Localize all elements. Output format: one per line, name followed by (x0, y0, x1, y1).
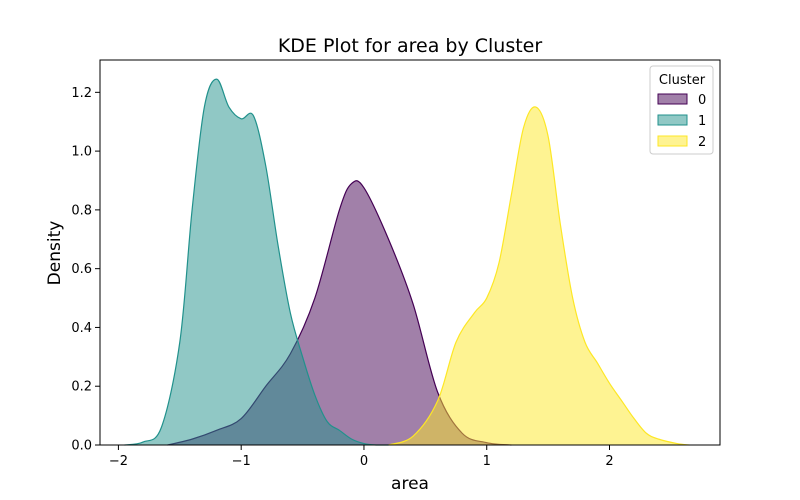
y-tick-label: 0.6 (71, 262, 92, 277)
x-tick-label: 0 (360, 454, 368, 469)
kde-area-cluster-2 (388, 106, 690, 445)
legend-label-cluster-1: 1 (698, 114, 706, 129)
legend-items: 0 1 2 (657, 93, 706, 150)
kde-line-cluster-1 (124, 78, 389, 446)
y-tick-label: 1.0 (71, 145, 92, 160)
y-tick-label: 0.8 (71, 203, 92, 218)
legend-swatch-cluster-1 (657, 114, 688, 126)
kde-area-cluster-0 (167, 180, 512, 445)
legend-swatch-cluster-0 (657, 93, 688, 105)
x-axis: −2 −1 0 1 2 (109, 445, 614, 469)
legend-swatch-cluster-2 (657, 135, 688, 147)
legend-label-cluster-0: 0 (698, 93, 706, 108)
legend-label-cluster-2: 2 (698, 135, 706, 150)
kde-area-cluster-1 (124, 79, 389, 445)
y-tick-label: 1.2 (71, 86, 92, 101)
x-axis-label: area (391, 474, 429, 494)
chart-title: KDE Plot for area by Cluster (278, 35, 543, 57)
legend: Cluster 0 1 2 (649, 65, 714, 155)
plot-frame (99, 59, 721, 446)
kde-line-cluster-2 (388, 106, 690, 446)
y-tick-label: 0.2 (71, 380, 92, 395)
y-axis-label: Density (45, 221, 65, 286)
legend-title: Cluster (659, 73, 706, 88)
x-tick-label: −2 (109, 454, 128, 469)
x-tick-label: 2 (605, 454, 613, 469)
y-axis: 0.0 0.2 0.4 0.6 0.8 1.0 1.2 (71, 86, 100, 454)
y-tick-label: 0.0 (71, 439, 92, 454)
x-tick-label: 1 (483, 454, 491, 469)
y-tick-label: 0.4 (71, 321, 92, 336)
x-tick-label: −1 (232, 454, 251, 469)
legend-box (649, 65, 714, 155)
series-layer (124, 78, 690, 446)
